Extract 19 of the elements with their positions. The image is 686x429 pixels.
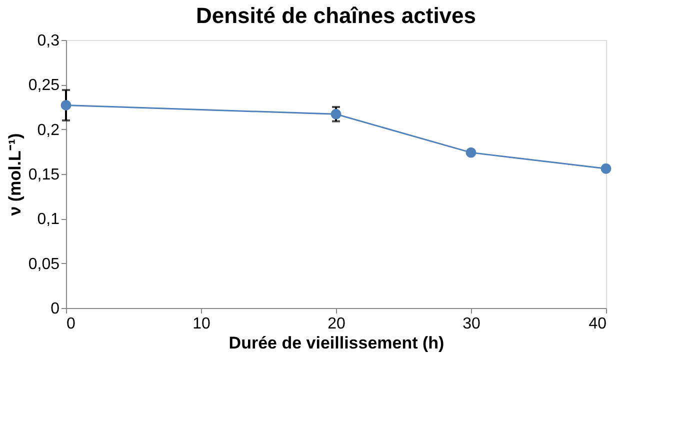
y-tick-label: 0 xyxy=(50,300,60,318)
x-tick-label: 20 xyxy=(328,316,346,332)
x-tick-label: 30 xyxy=(462,316,480,332)
x-axis-title: Durée de vieillissement (h) xyxy=(228,334,444,352)
y-tick-label: 0,15 xyxy=(28,166,60,184)
point xyxy=(466,147,476,158)
y-tick-label: 0,25 xyxy=(28,77,60,94)
point xyxy=(60,100,72,110)
point xyxy=(600,163,612,174)
y-tick-label: 0,1 xyxy=(37,211,60,228)
y-tick-label: 0,05 xyxy=(28,256,60,273)
point xyxy=(330,108,342,120)
y-tick-label: 0,2 xyxy=(37,122,60,139)
y-axis-title: ν (mol.L⁻¹) xyxy=(5,133,24,216)
y-tick-label: 0,3 xyxy=(37,32,60,50)
x-tick-label: 10 xyxy=(192,316,210,332)
x-tick-label: 0 xyxy=(66,316,76,332)
chart-title: Densité de chaînes actives xyxy=(196,3,476,28)
x-tick-label: 40 xyxy=(588,316,607,332)
